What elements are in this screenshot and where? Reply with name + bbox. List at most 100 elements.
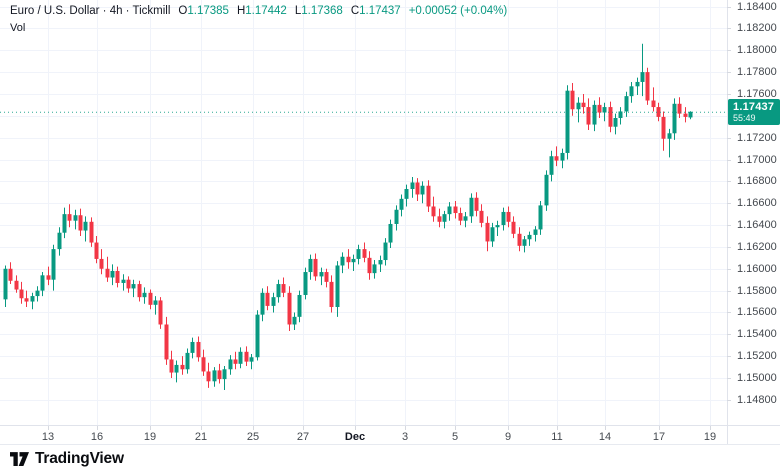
candle <box>667 128 672 158</box>
volume-indicator-label[interactable]: Vol <box>10 22 26 34</box>
last-price-value: 1.17437 <box>733 100 775 113</box>
candle <box>190 337 195 359</box>
y-axis-tick <box>727 94 731 95</box>
candle-body <box>490 227 495 242</box>
price-axis[interactable]: 1.17437 55:49 1.18400 1.18200 1.18000 1.178… <box>727 0 780 425</box>
candle-body <box>501 211 506 226</box>
y-axis-tick <box>727 269 731 270</box>
candle-body <box>383 242 388 261</box>
candle <box>437 208 442 228</box>
candle <box>640 43 645 97</box>
x-axis-tick <box>303 426 304 430</box>
x-axis-tick <box>97 426 98 430</box>
y-axis-tick <box>727 72 731 73</box>
candle-body <box>244 351 249 362</box>
candle-body <box>105 268 110 278</box>
candle-body <box>148 292 153 305</box>
candle <box>469 193 474 223</box>
x-axis-tick <box>710 426 711 430</box>
y-axis-label: 1.17800 <box>737 66 777 79</box>
candle-body <box>517 233 522 246</box>
time-axis[interactable]: 13 16 19 21 25 27 Dec 3 5 9 11 14 17 19 <box>0 426 728 445</box>
candle <box>522 235 527 253</box>
y-axis-tick <box>727 7 731 8</box>
close-value: 1.17437 <box>359 5 401 17</box>
candle <box>404 184 409 207</box>
y-axis-tick <box>727 312 731 313</box>
candle <box>506 206 511 228</box>
high-label: H <box>236 5 246 17</box>
candle-body <box>469 197 474 217</box>
candle <box>249 353 254 370</box>
candle <box>576 97 581 123</box>
price-axis-border <box>727 0 728 445</box>
candle <box>463 211 468 228</box>
x-axis-label: 19 <box>703 431 717 443</box>
candle-body <box>233 359 238 364</box>
candle <box>383 238 388 266</box>
candle-body <box>640 72 645 82</box>
candle-body <box>656 107 661 117</box>
candle <box>89 217 94 247</box>
candle <box>83 216 88 242</box>
candle-body <box>592 104 597 125</box>
y-axis-label: 1.16200 <box>737 240 777 253</box>
candle-body <box>51 249 56 280</box>
candle-body <box>629 86 634 97</box>
price-change: +0.00052 (+0.04%) <box>408 5 508 17</box>
candle-body <box>677 103 682 114</box>
y-axis-tick <box>727 28 731 29</box>
candle <box>618 107 623 125</box>
candle-body <box>8 268 13 281</box>
candle-body <box>110 270 115 278</box>
candle-body <box>292 316 297 325</box>
candle <box>110 264 115 286</box>
candle <box>238 347 243 369</box>
candle-body <box>388 223 393 243</box>
candle <box>346 249 351 269</box>
candle-body <box>661 116 666 139</box>
symbol-title[interactable]: Euro / U.S. Dollar · 4h · Tickmill <box>10 5 171 17</box>
candle <box>340 252 345 274</box>
y-axis-tick <box>727 356 731 357</box>
x-axis-tick <box>605 426 606 430</box>
x-axis-label: 11 <box>551 431 563 443</box>
candle <box>24 290 29 308</box>
x-axis-label: 25 <box>246 431 260 443</box>
candle-body <box>635 81 640 87</box>
x-axis-label: 14 <box>598 431 612 443</box>
candle <box>683 107 688 123</box>
candle <box>255 310 260 361</box>
candle-body <box>137 284 142 298</box>
candle <box>196 336 201 362</box>
x-axis-label: Dec <box>344 431 366 443</box>
candle <box>73 209 78 230</box>
candle-body <box>672 103 677 134</box>
x-axis-label: 19 <box>143 431 157 443</box>
candle <box>410 176 415 198</box>
candle-body <box>372 264 377 274</box>
candle <box>367 251 372 280</box>
candle <box>313 253 318 281</box>
candle <box>217 363 222 384</box>
candle <box>517 227 522 252</box>
candle-body <box>164 324 169 360</box>
candle-body <box>24 298 29 302</box>
candle-body <box>404 189 409 199</box>
candle <box>527 231 532 246</box>
candle-body <box>131 284 136 289</box>
candle <box>581 93 586 114</box>
candlestick-chart[interactable] <box>0 0 728 425</box>
low-value: 1.17368 <box>301 5 343 17</box>
time-axis-border <box>0 425 780 426</box>
candle-body <box>463 216 468 221</box>
tradingview-logo[interactable]: TradingView <box>10 450 124 468</box>
candle-body <box>67 214 72 221</box>
candle-body <box>554 156 559 161</box>
candle-body <box>228 359 233 370</box>
candle <box>479 204 484 228</box>
y-axis-label: 1.17600 <box>737 87 777 100</box>
candle-body <box>602 107 607 113</box>
candle <box>212 367 217 387</box>
y-axis-tick <box>727 400 731 401</box>
